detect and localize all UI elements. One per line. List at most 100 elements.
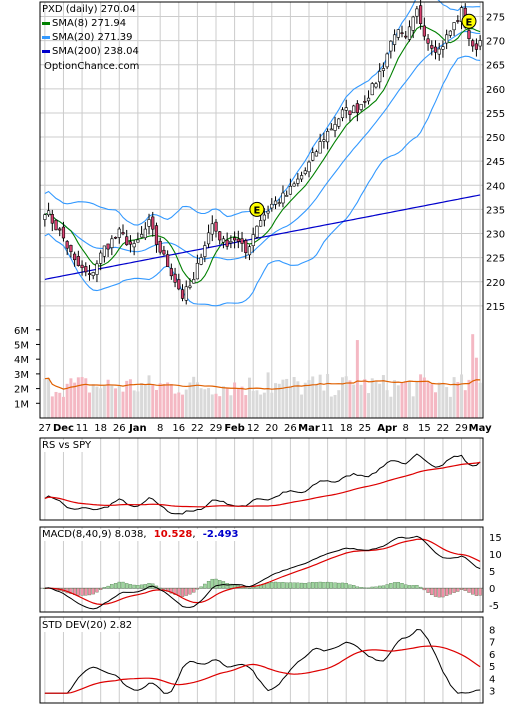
macd-histogram-bar: [467, 588, 471, 593]
stddev-panel: [44, 628, 481, 694]
candle-body: [303, 170, 307, 174]
volume-bar: [415, 380, 419, 418]
macd-histogram-bar: [188, 588, 192, 595]
candle-body: [240, 238, 244, 244]
volume-bar: [221, 386, 225, 418]
candle-body: [199, 257, 203, 265]
candle-body: [117, 228, 121, 238]
source-label: OptionChance.com: [44, 61, 140, 72]
volume-bar: [54, 391, 58, 418]
macd-histogram-bar: [225, 583, 229, 589]
x-tick-label: Dec: [53, 423, 74, 434]
volume-bar: [445, 387, 449, 418]
volume-bar: [385, 390, 389, 418]
volume-bar: [207, 388, 211, 418]
macd-histogram-bar: [311, 582, 315, 589]
std-tick-label: 5: [489, 662, 495, 673]
volume-bar: [300, 394, 304, 418]
volume-tick-label: 4M: [14, 355, 29, 366]
y-tick-label: 270: [486, 37, 505, 48]
volume-bar: [467, 379, 471, 418]
macd-histogram-bar: [374, 586, 378, 589]
volume-bar: [58, 392, 62, 418]
macd-histogram-bar: [169, 588, 173, 594]
x-tick-label: Mar: [298, 423, 320, 434]
volume-bar: [407, 381, 411, 418]
candle-body: [404, 35, 408, 38]
macd-histogram-bar: [296, 582, 300, 589]
macd-histogram-bar: [218, 580, 222, 589]
volume-bar: [173, 393, 177, 418]
candle-body: [456, 20, 460, 22]
volume-bar: [378, 383, 382, 418]
axis-labels: 2752702652602552502452402352302252202156…: [14, 12, 505, 697]
volume-bar: [396, 385, 400, 418]
volume-bar: [225, 388, 229, 418]
volume-bar: [210, 394, 214, 418]
rs-line: [44, 453, 481, 515]
macd-histogram-bar: [110, 584, 114, 589]
macd-histogram-bar: [203, 583, 207, 589]
macd-histogram-bar: [121, 581, 125, 589]
volume-bar: [363, 379, 367, 418]
candle-body: [337, 118, 341, 127]
macd-histogram-bar: [456, 588, 460, 592]
volume-bar: [50, 396, 54, 418]
macd-histogram-bar: [329, 582, 333, 589]
volume-tick-label: 6M: [14, 326, 29, 337]
volume-tick-label: 3M: [14, 370, 29, 381]
volume-bar: [247, 377, 251, 418]
macd-histogram-bar: [173, 588, 177, 595]
macd-histogram-bar: [441, 588, 445, 598]
macd-histogram-bar: [318, 581, 322, 589]
candle-body: [43, 214, 47, 220]
volume-bar: [404, 381, 408, 418]
volume-bar: [132, 390, 136, 418]
candle-body: [411, 16, 415, 31]
macd-histogram-bar: [325, 581, 330, 589]
volume-bar: [434, 392, 437, 418]
x-tick-label: Apr: [377, 423, 397, 434]
volume-bar: [136, 391, 140, 418]
candle-body: [266, 210, 270, 214]
volume-bar: [262, 392, 266, 418]
candle-body: [292, 183, 296, 187]
volume-bar: [121, 391, 125, 418]
macd-histogram-bar: [251, 586, 255, 589]
candle-body: [437, 48, 441, 55]
candle-body: [58, 228, 62, 231]
volume-bar: [355, 340, 359, 418]
y-tick-label: 215: [486, 302, 505, 313]
volume-bar: [333, 394, 337, 418]
macd-histogram-bar: [433, 588, 438, 597]
x-tick-label: 8: [403, 423, 409, 434]
candle-body: [307, 161, 311, 173]
macd-histogram-bar: [270, 582, 274, 589]
candle-body: [281, 192, 285, 204]
candle-body: [352, 105, 356, 113]
chart-title: PXD (daily) 270.04: [42, 4, 136, 15]
macd-histogram-bar: [303, 583, 307, 589]
std-tick-label: 6: [489, 650, 495, 661]
macd-line: [44, 535, 481, 610]
volume-bar: [91, 384, 95, 418]
y-tick-label: 230: [486, 230, 505, 241]
macd-histogram-bar: [125, 583, 129, 589]
legend-sma20: SMA(20) 271.39: [42, 32, 133, 44]
candle-body: [251, 234, 255, 246]
panel-frames: [39, 1, 484, 704]
volume-bar: [214, 393, 218, 418]
earnings-marker: [249, 201, 265, 217]
candle-body: [433, 46, 438, 53]
macd-histogram-bar: [426, 588, 430, 593]
y-tick-label: 220: [486, 278, 505, 289]
candle-body: [95, 263, 99, 275]
volume-bar: [352, 384, 356, 418]
volume-bar: [162, 383, 166, 418]
legend-label-sma20: SMA(20) 271.39: [52, 32, 133, 43]
candle-body: [299, 175, 304, 180]
macd-histogram-bar: [266, 582, 270, 589]
volume-bar: [318, 374, 322, 418]
